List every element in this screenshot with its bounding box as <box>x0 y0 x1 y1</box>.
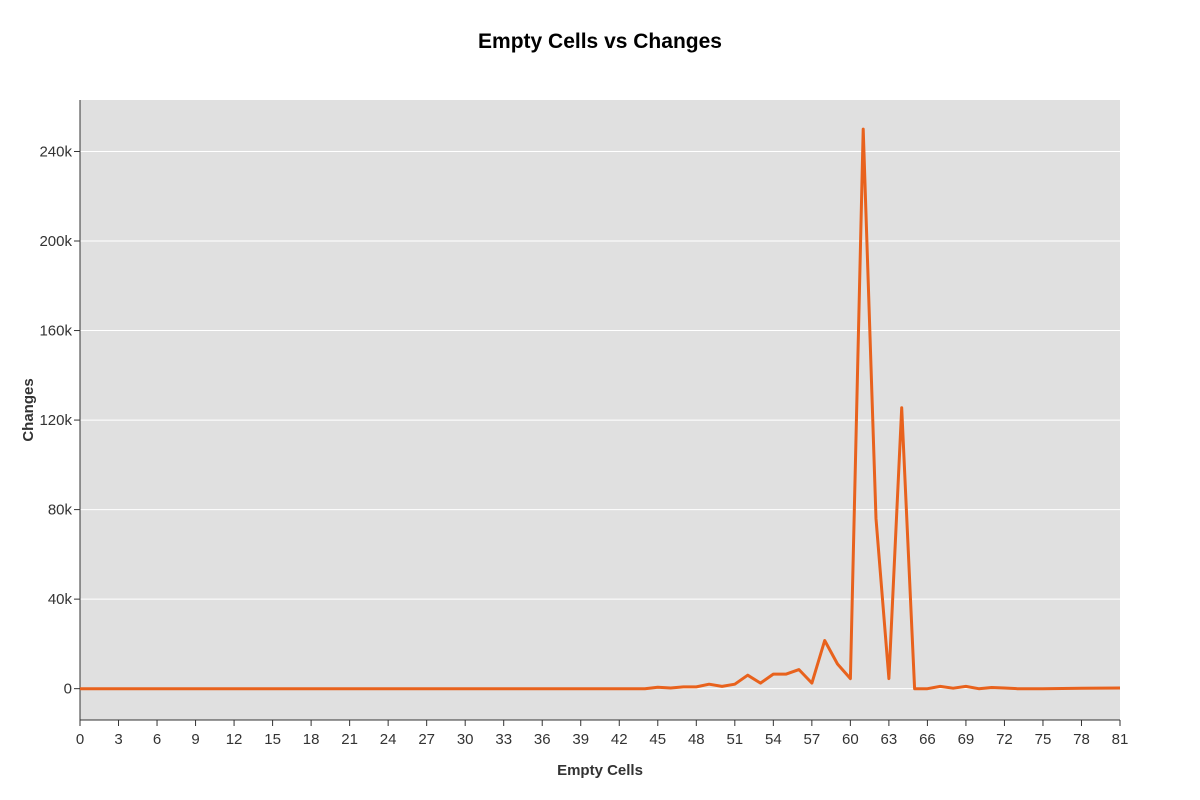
x-tick-label: 39 <box>572 731 589 748</box>
x-tick-label: 3 <box>114 731 122 748</box>
x-tick-label: 66 <box>919 731 936 748</box>
x-tick-label: 78 <box>1073 731 1090 748</box>
x-tick-label: 69 <box>958 731 975 748</box>
plot-background <box>80 100 1120 720</box>
x-tick-label: 81 <box>1112 731 1129 748</box>
y-tick-label: 40k <box>48 591 73 608</box>
x-tick-label: 0 <box>76 731 84 748</box>
x-tick-label: 75 <box>1035 731 1052 748</box>
x-tick-label: 54 <box>765 731 782 748</box>
x-tick-label: 63 <box>881 731 898 748</box>
x-tick-label: 60 <box>842 731 859 748</box>
x-tick-label: 24 <box>380 731 397 748</box>
x-tick-label: 72 <box>996 731 1013 748</box>
chart-title: Empty Cells vs Changes <box>478 30 722 53</box>
x-tick-label: 45 <box>649 731 666 748</box>
x-tick-label: 6 <box>153 731 161 748</box>
x-tick-label: 15 <box>264 731 281 748</box>
x-tick-label: 30 <box>457 731 474 748</box>
x-tick-label: 36 <box>534 731 551 748</box>
y-tick-label: 0 <box>64 681 72 698</box>
x-tick-label: 18 <box>303 731 320 748</box>
y-axis-title: Changes <box>20 378 37 441</box>
y-axis-ticks: 0 40k 80k 120k 160k 200k 240k <box>39 143 80 698</box>
x-axis-title: Empty Cells <box>557 762 643 779</box>
y-tick-label: 120k <box>39 412 72 429</box>
x-tick-label: 48 <box>688 731 705 748</box>
y-tick-label: 240k <box>39 143 72 160</box>
x-tick-label: 57 <box>804 731 821 748</box>
y-tick-label: 200k <box>39 233 72 250</box>
x-tick-label: 42 <box>611 731 628 748</box>
y-tick-label: 80k <box>48 502 73 519</box>
x-tick-label: 12 <box>226 731 243 748</box>
x-tick-label: 9 <box>191 731 199 748</box>
x-tick-label: 33 <box>495 731 512 748</box>
series-line <box>80 127 1121 691</box>
x-tick-label: 27 <box>418 731 435 748</box>
x-axis-ticks: 0 3 6 9 12 15 18 21 24 27 30 33 36 39 42 45 48 51 54 57 60 63… <box>76 720 1129 748</box>
y-tick-label: 160k <box>39 323 72 340</box>
x-tick-label: 51 <box>726 731 743 748</box>
x-tick-label: 21 <box>341 731 358 748</box>
axes <box>79 100 1120 721</box>
